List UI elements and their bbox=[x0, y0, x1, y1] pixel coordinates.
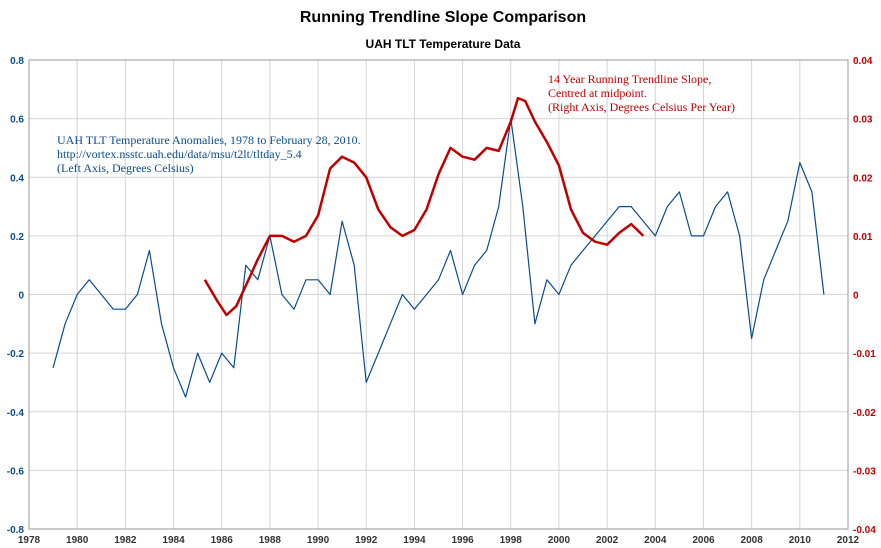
right-axis: 0.04 0.03 0.02 0.01 0 -0.01 -0.02 -0.03 -0.04 bbox=[853, 56, 876, 536]
left-annotation: UAH TLT Temperature Anomalies, 1978 to F… bbox=[57, 133, 361, 175]
chart-subtitle: UAH TLT Temperature Data bbox=[366, 37, 521, 51]
right-tick-label: -0.01 bbox=[853, 349, 876, 360]
x-tick-label: 2012 bbox=[837, 535, 860, 546]
right-tick-label: 0.01 bbox=[853, 232, 873, 243]
x-tick-label: 1996 bbox=[451, 535, 474, 546]
x-tick-label: 1988 bbox=[259, 535, 282, 546]
right-annotation-line: Centred at midpoint. bbox=[548, 86, 647, 100]
left-axis: 0.8 0.6 0.4 0.2 0 -0.2 -0.4 -0.6 -0.8 bbox=[7, 56, 25, 536]
x-axis: 1978 1980 1982 1984 1986 1988 1990 1992 1994 1996… bbox=[18, 535, 860, 546]
right-annotation: 14 Year Running Trendline Slope, Centred… bbox=[548, 72, 735, 114]
temperature-anomaly-series bbox=[52, 117, 825, 398]
x-tick-label: 2010 bbox=[789, 535, 812, 546]
right-tick-label: -0.02 bbox=[853, 408, 876, 419]
x-tick-label: 2008 bbox=[741, 535, 764, 546]
x-tick-label: 2002 bbox=[596, 535, 619, 546]
right-annotation-line: (Right Axis, Degrees Celsius Per Year) bbox=[548, 100, 735, 114]
x-tick-label: 1984 bbox=[162, 535, 185, 546]
left-tick-label: 0 bbox=[18, 291, 24, 302]
chart-title: Running Trendline Slope Comparison bbox=[300, 9, 586, 26]
left-tick-label: -0.4 bbox=[7, 408, 25, 419]
gridlines bbox=[29, 60, 848, 529]
x-tick-label: 1978 bbox=[18, 535, 41, 546]
plot-area bbox=[28, 59, 849, 530]
left-tick-label: 0.6 bbox=[10, 115, 24, 126]
series-group bbox=[52, 96, 825, 398]
x-tick-label: 1990 bbox=[307, 535, 330, 546]
x-tick-label: 1998 bbox=[500, 535, 523, 546]
right-tick-label: 0.03 bbox=[853, 115, 873, 126]
trendline-slope-series bbox=[203, 96, 645, 317]
x-tick-label: 2006 bbox=[692, 535, 715, 546]
left-tick-label: -0.6 bbox=[7, 466, 25, 477]
x-tick-label: 2004 bbox=[644, 535, 667, 546]
left-tick-label: 0.8 bbox=[10, 56, 24, 67]
x-tick-label: 1982 bbox=[114, 535, 137, 546]
x-tick-label: 1980 bbox=[66, 535, 89, 546]
left-annotation-line: http://vortex.nsstc.uah.edu/data/msu/t2l… bbox=[57, 147, 302, 161]
left-tick-label: -0.2 bbox=[7, 349, 25, 360]
right-tick-label: 0 bbox=[853, 291, 859, 302]
x-tick-label: 1992 bbox=[355, 535, 378, 546]
left-tick-label: 0.4 bbox=[10, 173, 24, 184]
right-tick-label: 0.02 bbox=[853, 173, 873, 184]
right-tick-label: 0.04 bbox=[853, 56, 873, 67]
right-annotation-line: 14 Year Running Trendline Slope, bbox=[548, 72, 711, 86]
x-tick-label: 1986 bbox=[211, 535, 234, 546]
left-tick-label: 0.2 bbox=[10, 232, 24, 243]
right-tick-label: -0.04 bbox=[853, 525, 876, 536]
right-tick-label: -0.03 bbox=[853, 466, 876, 477]
left-tick-label: -0.8 bbox=[7, 525, 25, 536]
left-annotation-line: (Left Axis, Degrees Celsius) bbox=[57, 161, 194, 175]
left-annotation-line: UAH TLT Temperature Anomalies, 1978 to F… bbox=[57, 133, 361, 147]
x-tick-label: 2000 bbox=[548, 535, 571, 546]
x-tick-label: 1994 bbox=[403, 535, 426, 546]
